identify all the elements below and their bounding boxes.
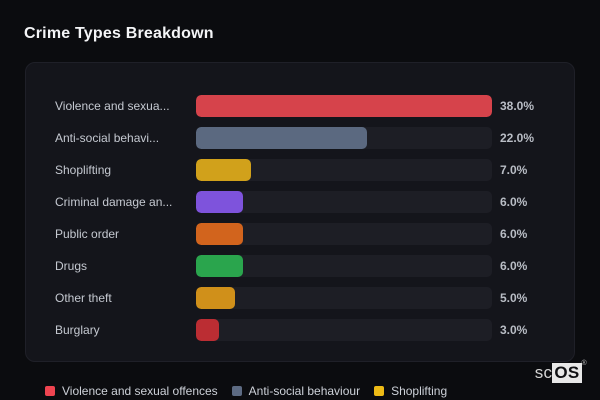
bar-track <box>196 191 492 213</box>
bar-rows: Violence and sexua... 38.0% Anti-social … <box>55 90 554 346</box>
legend-swatch-icon <box>231 386 242 396</box>
bar-row: Criminal damage an... 6.0% <box>55 186 554 218</box>
bar-fill[interactable] <box>196 319 220 341</box>
bar-value-label: 6.0% <box>500 227 528 241</box>
bar-row: Other theft 5.0% <box>55 282 554 314</box>
bar-category-label: Burglary <box>55 323 100 337</box>
legend-item[interactable]: Shoplifting <box>374 384 447 398</box>
legend-item[interactable]: Anti-social behaviour <box>231 384 361 398</box>
legend-swatch-icon <box>374 386 385 396</box>
bar-track <box>196 159 492 181</box>
bar-category-label: Public order <box>55 227 120 241</box>
bar-value-label: 3.0% <box>500 323 528 337</box>
bar-row: Anti-social behavi... 22.0% <box>55 122 554 154</box>
bar-value-label: 7.0% <box>500 163 528 177</box>
legend-label: Anti-social behaviour <box>248 384 361 398</box>
bar-fill[interactable] <box>196 159 251 181</box>
bar-row: Violence and sexua... 38.0% <box>55 90 554 122</box>
bar-fill[interactable] <box>196 255 243 277</box>
bar-track <box>196 127 492 149</box>
bar-value-label: 5.0% <box>500 291 528 305</box>
bar-row: Burglary 3.0% <box>55 314 554 346</box>
bar-track <box>196 95 492 117</box>
bar-category-label: Drugs <box>55 259 88 273</box>
bar-fill[interactable] <box>196 287 235 309</box>
bar-row: Public order 6.0% <box>55 218 554 250</box>
bar-value-label: 6.0% <box>500 259 528 273</box>
bar-category-label: Anti-social behavi... <box>55 131 160 145</box>
bar-category-label: Violence and sexua... <box>55 99 170 113</box>
brand-box: OS <box>552 363 582 383</box>
bar-fill[interactable] <box>196 191 243 213</box>
bar-category-label: Shoplifting <box>55 163 112 177</box>
page-title: Crime Types Breakdown <box>24 25 214 42</box>
bar-category-label: Other theft <box>55 291 112 305</box>
legend-label: Violence and sexual offences <box>62 384 218 398</box>
bar-fill[interactable] <box>196 223 243 245</box>
bar-track <box>196 287 492 309</box>
bar-row: Drugs 6.0% <box>55 250 554 282</box>
bar-fill[interactable] <box>196 95 492 117</box>
legend-swatch-icon <box>45 386 55 396</box>
chart-panel: Violence and sexua... 38.0% Anti-social … <box>25 62 575 362</box>
registered-trademark-icon: ® <box>581 360 587 367</box>
brand-logo: sc OS ® <box>534 360 587 383</box>
bar-category-label: Criminal damage an... <box>55 195 173 209</box>
bar-track <box>196 223 492 245</box>
bar-value-label: 22.0% <box>500 131 535 145</box>
legend-item[interactable]: Violence and sexual offences <box>45 384 218 398</box>
bar-track <box>196 319 492 341</box>
legend-label: Shoplifting <box>391 384 448 398</box>
bar-row: Shoplifting 7.0% <box>55 154 554 186</box>
bar-value-label: 38.0% <box>500 99 535 113</box>
bar-fill[interactable] <box>196 127 368 149</box>
bar-value-label: 6.0% <box>500 195 528 209</box>
bar-track <box>196 255 492 277</box>
brand-prefix: sc <box>534 363 553 382</box>
chart-legend: Violence and sexual offences Anti-social… <box>45 384 447 398</box>
